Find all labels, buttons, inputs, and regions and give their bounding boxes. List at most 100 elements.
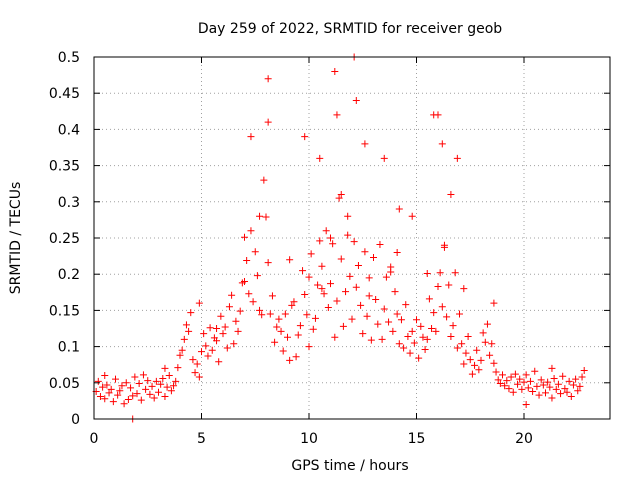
- data-point: [99, 383, 107, 391]
- data-point: [241, 233, 248, 241]
- y-tick-label: 0.45: [49, 86, 80, 102]
- data-point: [522, 401, 530, 409]
- data-point: [230, 340, 238, 348]
- data-point: [161, 364, 169, 372]
- data-point: [342, 288, 350, 296]
- data-point: [292, 353, 300, 361]
- data-point: [236, 307, 244, 315]
- data-point: [445, 281, 453, 289]
- data-point: [436, 269, 444, 277]
- data-point: [213, 325, 221, 332]
- data-point: [505, 385, 513, 393]
- data-point: [365, 292, 373, 300]
- data-point: [492, 368, 500, 376]
- data-point: [264, 118, 272, 126]
- y-tick-label: 0.5: [58, 50, 80, 66]
- data-point: [432, 327, 440, 335]
- data-point: [96, 393, 104, 401]
- data-point: [574, 387, 582, 395]
- data-point: [516, 375, 524, 383]
- data-point: [159, 374, 167, 382]
- y-tick-label: 0.15: [49, 303, 80, 319]
- data-point: [221, 323, 229, 331]
- data-point: [155, 388, 162, 396]
- data-point: [382, 273, 390, 281]
- data-point: [296, 322, 304, 330]
- data-point: [453, 344, 461, 352]
- data-point: [133, 390, 141, 398]
- data-point: [339, 322, 347, 330]
- data-point: [481, 338, 489, 346]
- data-point: [471, 361, 479, 369]
- data-point: [120, 400, 128, 408]
- data-point: [542, 389, 549, 397]
- data-point: [552, 385, 560, 393]
- data-point: [241, 277, 248, 285]
- data-point: [350, 238, 358, 246]
- data-point: [268, 292, 276, 300]
- data-point: [146, 390, 154, 398]
- points-layer: [92, 53, 588, 423]
- data-point: [344, 212, 352, 220]
- data-point: [548, 394, 556, 402]
- data-point: [234, 327, 242, 335]
- data-point: [477, 356, 485, 364]
- y-tick-label: 0.2: [58, 267, 80, 283]
- data-point: [172, 377, 180, 385]
- data-point: [107, 385, 115, 393]
- data-point: [318, 262, 326, 270]
- data-point: [139, 371, 147, 379]
- data-point: [114, 391, 122, 399]
- data-point: [385, 318, 393, 326]
- x-tick-label: 5: [197, 431, 206, 447]
- data-point: [247, 227, 255, 235]
- data-point: [281, 310, 289, 318]
- data-point: [333, 297, 341, 305]
- data-point: [198, 348, 205, 356]
- data-point: [249, 298, 257, 306]
- data-point: [443, 313, 451, 321]
- data-point: [195, 299, 203, 307]
- data-point: [466, 356, 474, 364]
- data-point: [129, 392, 137, 400]
- data-point: [367, 336, 375, 344]
- data-point: [305, 343, 313, 351]
- data-point: [509, 388, 517, 396]
- data-point: [105, 389, 113, 397]
- data-point: [425, 295, 433, 303]
- data-point: [331, 67, 339, 75]
- data-point: [359, 330, 367, 338]
- data-point: [346, 272, 354, 280]
- data-point: [410, 339, 418, 347]
- y-tick-label: 0.3: [58, 195, 80, 211]
- x-tick-label: 15: [408, 431, 426, 447]
- data-point: [378, 335, 386, 343]
- data-point: [514, 380, 522, 388]
- data-point: [374, 320, 382, 328]
- data-point: [434, 283, 442, 291]
- data-point: [253, 272, 261, 280]
- data-point: [451, 269, 459, 277]
- data-point: [363, 312, 371, 320]
- data-point: [112, 375, 119, 383]
- data-point: [464, 332, 472, 340]
- data-point: [404, 332, 412, 340]
- data-point: [526, 377, 534, 385]
- y-tick-label: 0.4: [58, 122, 80, 138]
- data-point: [124, 395, 132, 403]
- data-point: [522, 371, 530, 379]
- data-point: [247, 133, 255, 141]
- data-point: [337, 191, 345, 199]
- data-point: [544, 378, 552, 386]
- data-point: [294, 331, 302, 339]
- data-point: [142, 385, 150, 393]
- data-point: [333, 111, 341, 119]
- x-tick-label: 0: [90, 431, 99, 447]
- data-point: [391, 288, 399, 296]
- data-point: [576, 382, 584, 390]
- ticks-layer: 0 5 10 15 20 0 0.05 0.1 0.15 0.2 0.25 0.3 0.35 0.4 0.4…: [49, 50, 610, 447]
- data-point: [266, 310, 274, 318]
- data-point: [393, 248, 401, 256]
- data-point: [167, 387, 175, 395]
- data-point: [161, 393, 169, 401]
